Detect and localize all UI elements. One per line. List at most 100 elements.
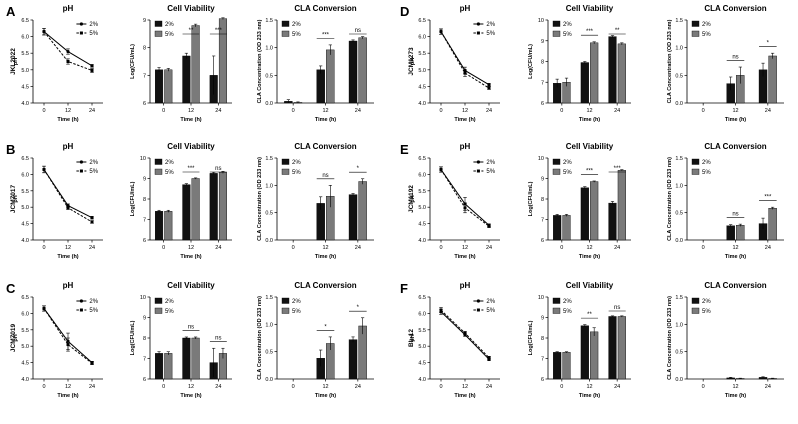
bar-5pct <box>164 211 173 241</box>
legend-swatch <box>281 297 290 304</box>
legend-swatch <box>552 168 561 175</box>
y-tick-label: 1.5 <box>265 295 273 301</box>
y-tick-label: 4.5 <box>418 222 426 228</box>
x-tick-label: 0 <box>439 108 442 114</box>
y-tick-label: 7 <box>541 80 544 86</box>
x-tick-label: 24 <box>355 245 361 251</box>
y-tick-label: 4.5 <box>21 84 29 90</box>
data-point <box>487 86 491 90</box>
chart-title: pH <box>460 142 471 151</box>
data-point <box>66 206 70 210</box>
series-2pct-line <box>440 31 490 86</box>
y-tick-label: 6.0 <box>418 35 426 41</box>
ph-chart: 4.0 4.5 5.0 5.5 6.0 6.5 0 12 24 Time (h) pH pH 2% 5% <box>13 4 103 123</box>
y-tick-label: 10 <box>538 18 544 24</box>
bar-2pct <box>553 215 562 241</box>
y-tick-label: 4.5 <box>21 361 29 367</box>
y-tick-label: 9 <box>541 39 544 45</box>
y-tick-label: 1.0 <box>675 322 683 328</box>
legend-label: 2% <box>702 160 711 166</box>
chart-title: CLA Conversion <box>294 4 356 13</box>
bar-5pct <box>768 208 777 241</box>
significance-label: ns <box>614 305 620 311</box>
y-tick-label: 8 <box>143 336 146 342</box>
y-axis-label: CLA Concentration (OD 233 nm) <box>667 19 673 103</box>
x-axis-label: Time (h) <box>57 117 78 123</box>
x-tick-label: 24 <box>89 108 95 114</box>
legend-label: 5% <box>165 170 174 176</box>
y-tick-label: 1.5 <box>675 18 683 24</box>
significance-label: *** <box>586 168 594 174</box>
bar-5pct <box>617 43 626 104</box>
panel-letter: F <box>400 281 408 296</box>
chart-title: CLA Conversion <box>294 281 356 290</box>
x-tick-label: 12 <box>65 245 71 251</box>
y-tick-label: 1.5 <box>675 295 683 301</box>
y-axis-label: CLA Concentration (OD 233 nm) <box>257 19 263 103</box>
bar-2pct <box>348 194 358 241</box>
legend-marker <box>476 22 480 26</box>
x-tick-label: 0 <box>162 108 165 114</box>
y-axis-label: CLA Concentration (OD 233 nm) <box>257 157 263 241</box>
x-tick-label: 24 <box>765 384 771 390</box>
data-point <box>439 30 443 34</box>
legend-label: 2% <box>563 160 572 166</box>
legend-label: 5% <box>292 32 301 38</box>
legend-marker <box>79 160 83 164</box>
y-axis-label: pH <box>13 334 19 341</box>
data-point <box>66 343 70 347</box>
legend-label: 5% <box>292 309 301 315</box>
y-tick-label: 1.0 <box>265 183 273 189</box>
legend-label: 5% <box>89 169 98 175</box>
y-axis-label: Log(CFU/mL) <box>130 44 136 79</box>
x-tick-label: 0 <box>42 384 45 390</box>
data-point <box>90 220 94 224</box>
chart-title: CLA Conversion <box>704 4 766 13</box>
bar-5pct <box>590 42 599 104</box>
x-axis-label: Time (h) <box>725 117 746 123</box>
legend-swatch <box>154 158 163 165</box>
series-5pct-line <box>43 308 93 364</box>
y-tick-label: 0.5 <box>675 73 683 79</box>
cla-chart: 0.0 0.5 1.0 1.5 0 12 24 Time (h) CLA Concentrati… <box>667 4 784 123</box>
legend-swatch <box>552 30 561 37</box>
x-tick-label: 0 <box>292 108 295 114</box>
y-axis-label: CLA Concentration (OD 233 nm) <box>667 296 673 380</box>
bar-5pct <box>736 225 745 241</box>
series-5pct-line <box>440 31 490 89</box>
data-point <box>90 64 94 68</box>
legend-swatch <box>691 158 700 165</box>
ph-chart: 4.0 4.5 5.0 5.5 6.0 6.5 0 12 24 Time (h) pH pH 2% 5% <box>410 281 500 399</box>
x-tick-label: 12 <box>188 245 194 251</box>
legend-label: 2% <box>702 22 711 28</box>
bar-5pct <box>590 331 599 380</box>
y-tick-label: 9 <box>143 177 146 183</box>
y-tick-label: 0.0 <box>265 377 273 383</box>
strain-label: JCM1192 <box>408 185 415 213</box>
y-tick-label: 1.5 <box>675 156 683 162</box>
y-tick-label: 0.0 <box>675 238 683 244</box>
x-tick-label: 12 <box>462 384 468 390</box>
legend-swatch <box>154 30 163 37</box>
legend-label: 5% <box>486 308 495 314</box>
cla-chart: 0.0 0.5 1.0 1.5 0 12 24 Time (h) CLA Concentrati… <box>667 281 784 399</box>
x-tick-label: 24 <box>614 245 620 251</box>
y-tick-label: 10 <box>538 295 544 301</box>
legend-swatch <box>281 307 290 314</box>
y-tick-label: 7 <box>143 218 146 224</box>
bar-2pct <box>608 316 617 380</box>
strain-label: JCM7019 <box>10 324 17 353</box>
y-tick-label: 4.0 <box>21 238 29 244</box>
legend-swatch <box>691 30 700 37</box>
x-tick-label: 24 <box>486 245 492 251</box>
data-point <box>66 49 70 54</box>
significance-label: *** <box>215 28 223 34</box>
y-tick-label: 6.5 <box>418 295 426 301</box>
y-tick-label: 4.0 <box>418 377 426 383</box>
bar-5pct <box>617 170 626 241</box>
bar-2pct <box>608 202 617 241</box>
significance-label: ns <box>355 28 361 34</box>
data-point <box>487 356 491 360</box>
x-tick-label: 12 <box>188 384 194 390</box>
y-axis-label: Log(CFU/mL) <box>130 181 136 216</box>
